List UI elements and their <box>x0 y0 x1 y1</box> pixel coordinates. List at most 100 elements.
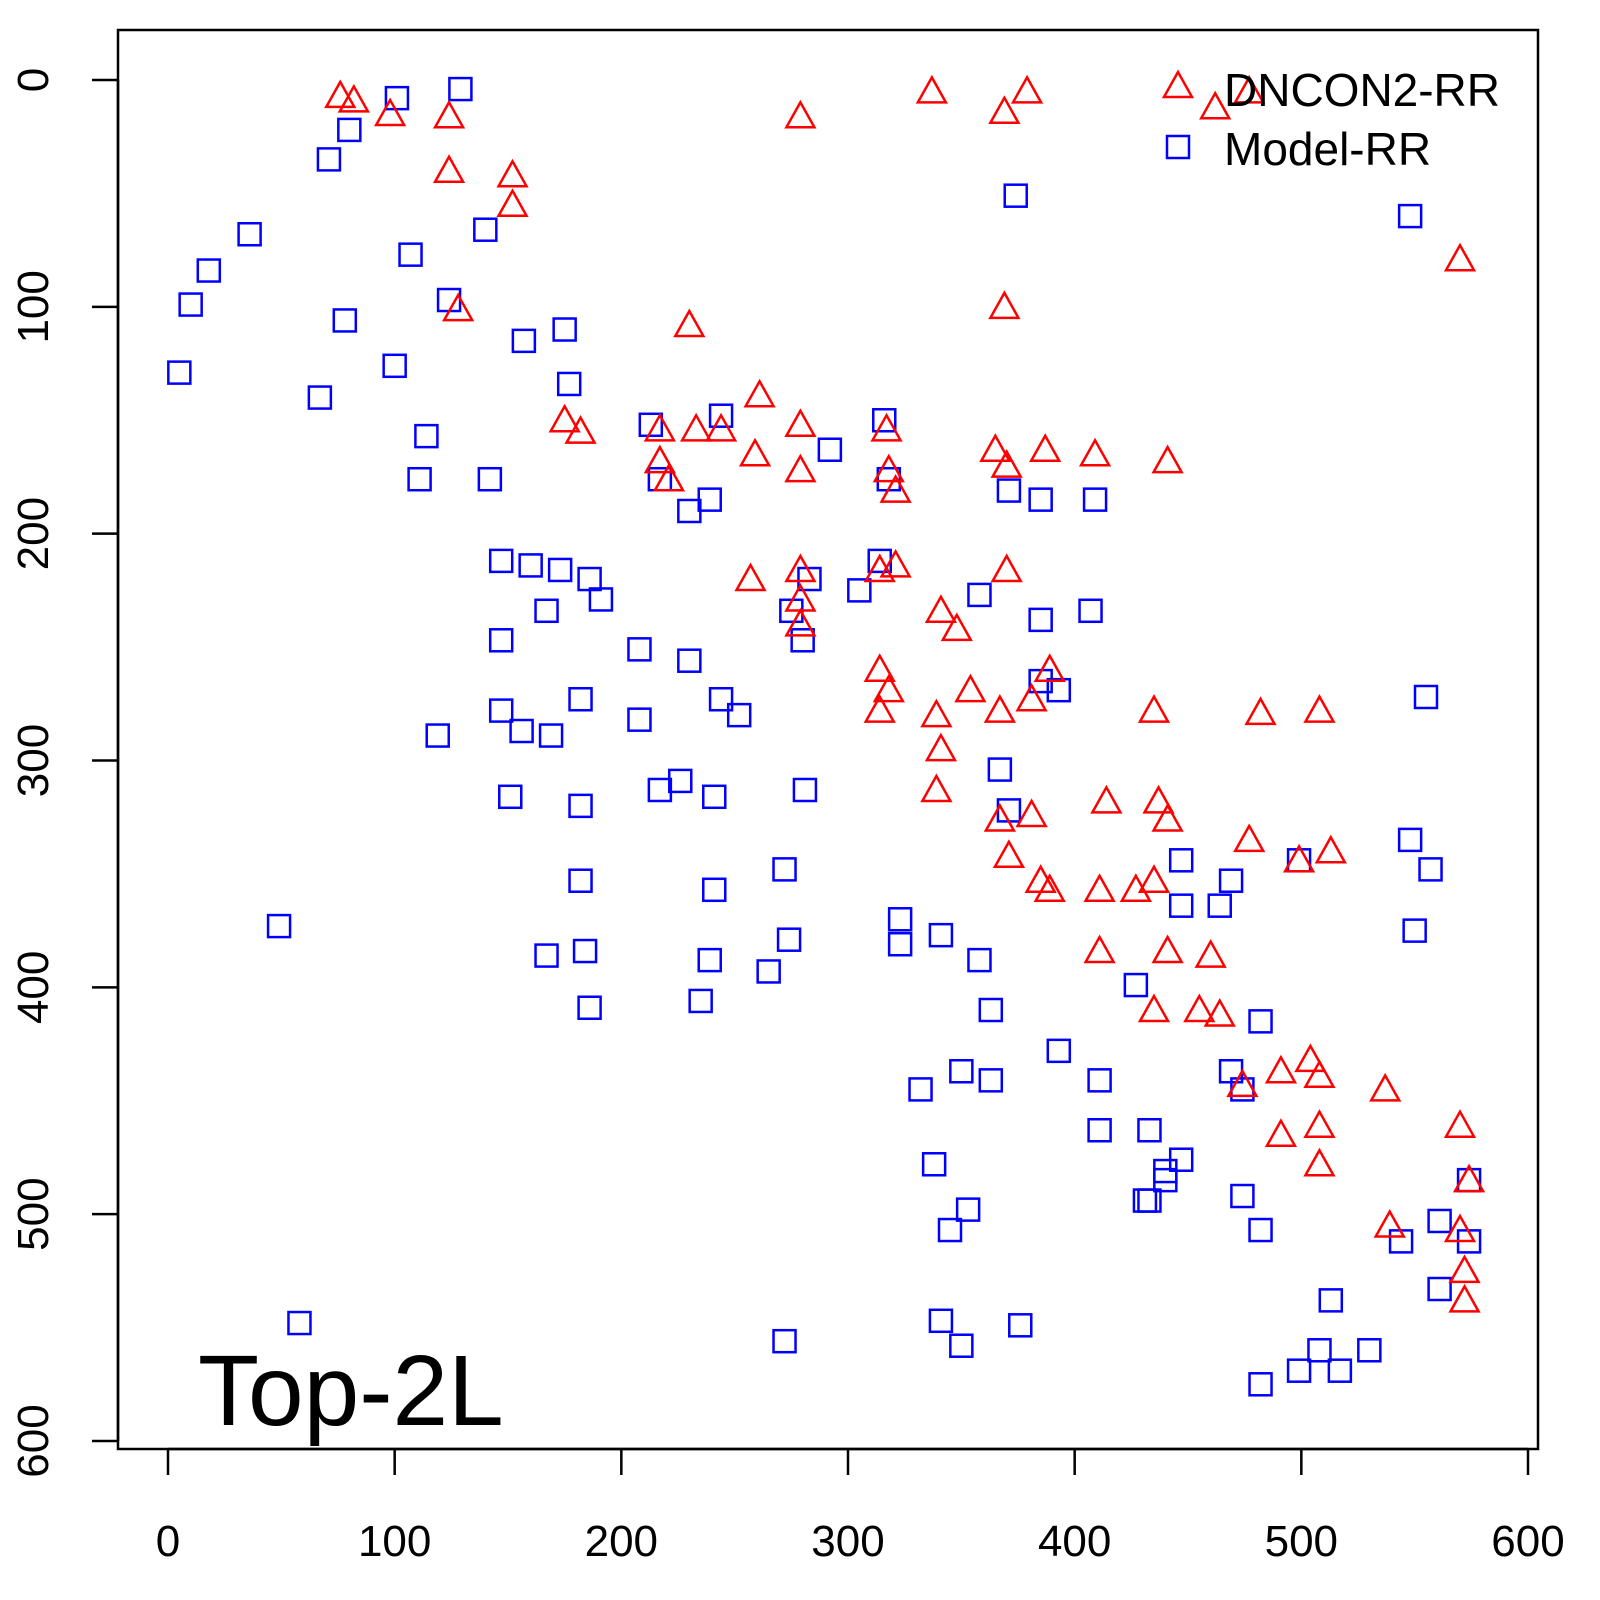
dncon2-rr-point <box>784 553 817 583</box>
dncon2-rr-point <box>1029 433 1062 462</box>
dncon2-rr-point <box>1282 843 1316 873</box>
model-rr-point <box>1046 677 1072 703</box>
model-rr-point <box>1286 1358 1312 1383</box>
x-tick-label: 200 <box>585 1517 658 1566</box>
model-rr-point <box>1218 868 1244 893</box>
dncon2-rr-point <box>924 594 958 624</box>
dncon2-rr-point <box>983 694 1016 723</box>
y-axis: 0 100 200 300 400 500 600 <box>9 68 120 1478</box>
model-rr-point <box>887 931 913 957</box>
dncon2-rr-point <box>1203 997 1236 1027</box>
model-rr-point <box>1248 1009 1273 1034</box>
dncon2-rr-point <box>1443 242 1477 272</box>
model-rr-point <box>928 922 954 948</box>
model-rr-point <box>196 258 222 283</box>
dncon2-rr-point <box>1373 1208 1406 1238</box>
dncon2-rr-point <box>1233 823 1266 853</box>
dncon2-rr-point <box>1443 1109 1477 1138</box>
dncon2-rr-point <box>863 653 896 683</box>
model-rr-point <box>488 698 514 723</box>
model-rr-point <box>792 777 818 803</box>
model-rr-point <box>414 423 439 449</box>
dncon2-rr-point <box>1151 802 1184 832</box>
model-rr-point <box>708 403 734 428</box>
x-tick-label: 300 <box>811 1517 884 1566</box>
model-rr-point <box>477 466 503 492</box>
model-rr-point <box>702 877 727 903</box>
dncon2-rr-point <box>1194 939 1227 968</box>
model-rr-point <box>937 1217 963 1243</box>
dncon2-rr-point <box>1264 1054 1298 1084</box>
model-rr-point <box>1087 1117 1112 1143</box>
x-tick-label: 0 <box>156 1517 180 1566</box>
model-rr-point <box>638 412 664 438</box>
y-tick-label: 100 <box>9 270 58 343</box>
dncon2-rr-point <box>442 292 475 322</box>
model-rr-point <box>1153 1158 1178 1184</box>
dncon2-rr-point <box>1083 873 1116 903</box>
model-rr-point <box>1087 1068 1112 1093</box>
dncon2-rr-point <box>673 308 706 338</box>
model-rr-point <box>772 857 797 882</box>
dncon2-rr-point <box>1303 1147 1336 1177</box>
model-rr-point <box>1207 893 1232 918</box>
dncon2-rr-point <box>496 158 529 188</box>
model-rr-point <box>697 487 722 512</box>
dncon2-rr-point <box>920 773 953 803</box>
model-rr-point <box>647 777 673 803</box>
y-tick-label: 0 <box>9 68 58 92</box>
dncon2-rr-point <box>1033 873 1066 903</box>
model-rr-point <box>498 784 523 810</box>
model-rr-point <box>384 85 410 111</box>
dncon2-rr-point <box>1090 784 1123 814</box>
legend: DNCON2-RR Model-RR <box>1161 64 1500 175</box>
dncon2-rr-point <box>1142 784 1175 814</box>
model-rr-point <box>772 1328 797 1354</box>
model-rr-point <box>1137 1117 1162 1143</box>
dncon2-rr-point <box>1151 444 1184 474</box>
dncon2-rr-point <box>1010 74 1044 104</box>
model-rr-point <box>1003 183 1028 208</box>
dncon2-rr-point <box>988 95 1021 125</box>
model-rr-point <box>1402 918 1427 943</box>
model-rr-point <box>1168 848 1194 873</box>
model-rr-point <box>697 947 722 973</box>
dncon2-rr-point <box>432 99 466 129</box>
model-rr-point <box>1318 1288 1344 1313</box>
model-rr-point <box>398 242 423 267</box>
dncon2-rr-point <box>1226 1068 1259 1098</box>
model-rr-point <box>921 1152 947 1177</box>
dncon2-rr-point <box>1151 934 1184 964</box>
dncon2-rr-point <box>1183 993 1216 1023</box>
model-rr-point <box>556 371 582 397</box>
model-rr-point <box>511 328 537 354</box>
y-tick-label: 600 <box>9 1404 58 1477</box>
dncon2-rr-point <box>432 154 466 183</box>
model-rr-point <box>1357 1338 1382 1363</box>
model-rr-point <box>307 385 333 410</box>
dncon2-rr-point <box>738 437 772 467</box>
model-rr-point <box>928 1308 954 1334</box>
model-rr-point <box>337 117 362 143</box>
model-rr-point <box>949 1059 974 1084</box>
x-tick-label: 400 <box>1038 1517 1111 1566</box>
model-rr-point <box>178 292 203 317</box>
model-rr-point <box>266 913 292 939</box>
model-rr-point <box>847 578 872 603</box>
model-rr-point <box>509 718 534 744</box>
y-tick-label: 400 <box>9 951 58 1024</box>
model-rr-point <box>167 360 192 385</box>
model-rr-point <box>1028 487 1053 512</box>
legend-label-dncon2: DNCON2-RR <box>1224 64 1500 116</box>
dncon2-rr-point <box>1137 864 1171 893</box>
series-model-rr <box>167 76 1482 1397</box>
model-rr-point <box>1168 893 1194 918</box>
dncon2-rr-point <box>1443 1213 1477 1243</box>
model-rr-point <box>887 907 913 932</box>
model-rr-point <box>1078 598 1103 624</box>
model-rr-point <box>1397 203 1423 229</box>
dncon2-rr-point <box>1137 993 1171 1023</box>
dncon2-rr-point <box>643 444 676 474</box>
model-rr-point <box>382 353 407 379</box>
dncon2-rr-point <box>870 412 903 442</box>
